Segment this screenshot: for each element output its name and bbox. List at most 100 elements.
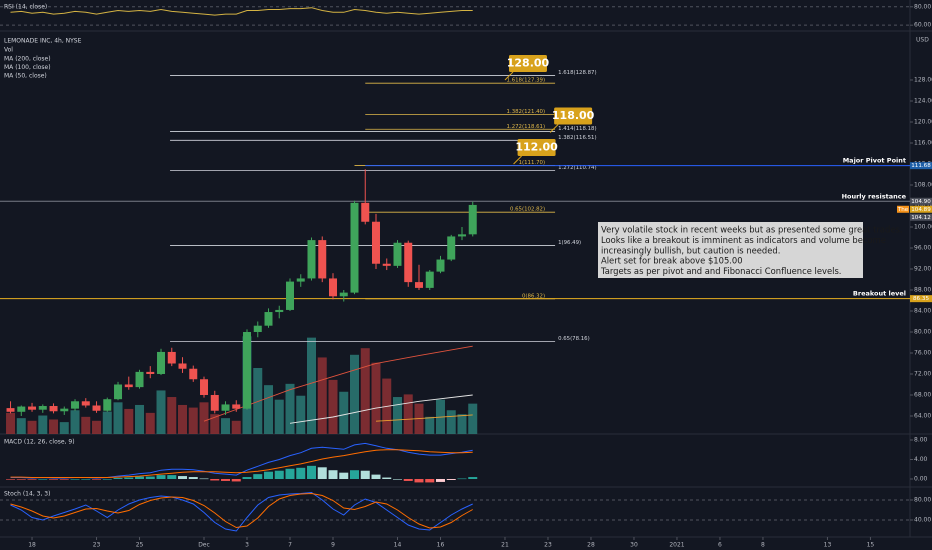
- volume-bar: [124, 408, 134, 434]
- candle-body: [425, 271, 434, 288]
- fib-label: 1(96.49): [558, 240, 581, 246]
- candle-body: [157, 351, 166, 374]
- volume-bar: [178, 404, 188, 434]
- moving-average: [375, 414, 473, 422]
- histogram-bar: [317, 467, 327, 480]
- x-tick-label: 28: [587, 542, 595, 549]
- candle-body: [361, 202, 370, 222]
- y-tick-label: 80.00: [914, 3, 931, 10]
- histogram-bar: [27, 479, 37, 480]
- x-tick-label: 25: [136, 542, 144, 549]
- x-tick-label: 30: [630, 542, 638, 549]
- indicator-line: [10, 449, 473, 478]
- histogram-bar: [167, 475, 177, 480]
- histogram-bar: [102, 479, 112, 480]
- histogram-bar: [392, 479, 402, 480]
- candle-body: [253, 325, 262, 332]
- histogram-bar: [425, 479, 435, 483]
- y-tick-label: 80.00: [914, 497, 931, 504]
- histogram-bar: [231, 479, 241, 482]
- volume-bar: [360, 348, 370, 434]
- candle-body: [49, 406, 58, 412]
- fib-label: 1.272(118.61): [507, 124, 546, 130]
- fib-label: 1.272(110.74): [558, 165, 597, 171]
- candle-body: [146, 371, 155, 374]
- candle-body: [114, 384, 123, 400]
- candle-body: [447, 236, 456, 260]
- fib-label: 1.382(121.40): [507, 109, 546, 115]
- histogram-bar: [349, 470, 359, 480]
- histogram-bar: [339, 472, 349, 480]
- candle-body: [436, 259, 445, 272]
- histogram-bar: [328, 470, 338, 480]
- candle-body: [414, 282, 423, 288]
- volume-bar: [113, 402, 123, 434]
- candle-body: [221, 404, 230, 411]
- price-badge: [910, 205, 932, 213]
- histogram-bar: [178, 476, 188, 480]
- y-tick-label: 116.00: [914, 139, 932, 146]
- candle-body: [124, 384, 133, 388]
- fib-label: 0(86.32): [522, 293, 545, 299]
- volume-bar: [38, 415, 48, 434]
- x-tick-label: 15: [867, 542, 875, 549]
- volume-bar: [49, 419, 59, 434]
- histogram-bar: [371, 474, 381, 480]
- fib-label: 0.65(78.16): [558, 336, 590, 342]
- candle-body: [38, 406, 47, 410]
- key-level-label: Breakout level: [853, 290, 906, 298]
- candle-body: [296, 278, 305, 282]
- histogram-bar: [210, 479, 220, 481]
- price-badge-label: 86.35: [913, 296, 929, 302]
- volume-bar: [371, 362, 381, 434]
- y-tick-label: 8.00: [914, 436, 928, 443]
- histogram-bar: [188, 477, 198, 480]
- callout-pointer: [504, 71, 514, 81]
- legend-entry: MA (50, close): [4, 73, 47, 80]
- candle-body: [393, 242, 402, 266]
- price-badge: [910, 162, 932, 170]
- fib-label: 1.618(128.87): [558, 70, 597, 76]
- histogram-bar: [414, 479, 424, 483]
- x-tick-label: 14: [394, 542, 402, 549]
- price-badge-label: 104.90: [911, 199, 931, 205]
- histogram-bar: [6, 479, 16, 480]
- key-level-label: Hourly resistance: [842, 192, 907, 200]
- histogram-bar: [38, 479, 48, 480]
- histogram-bar: [135, 476, 145, 480]
- candle-body: [6, 408, 15, 412]
- volume-bar: [231, 420, 241, 434]
- price-badge-label: 111.68: [911, 163, 931, 169]
- candle-body: [210, 394, 219, 411]
- histogram-bar: [253, 474, 263, 480]
- candle-body: [135, 371, 144, 388]
- price-badge: [910, 197, 932, 205]
- volume-bar: [145, 412, 155, 434]
- pane-title: Stoch (14, 3, 3): [4, 491, 50, 498]
- volume-bar: [199, 402, 209, 434]
- note-line: Very volatile stock in recent weeks but …: [601, 225, 903, 235]
- histogram-bar: [156, 475, 166, 480]
- histogram-bar: [221, 479, 231, 481]
- note-line: increasingly bullish, but caution is nee…: [601, 245, 780, 255]
- price-badge: [910, 213, 932, 221]
- volume-bar: [457, 414, 467, 434]
- candle-body: [167, 351, 176, 364]
- candle-body: [17, 406, 26, 412]
- price-tag-label: The: [897, 207, 909, 213]
- volume-bar: [392, 397, 402, 434]
- fib-label: 1.414(118.18): [558, 126, 597, 132]
- volume-bar: [221, 418, 231, 434]
- candle-body: [60, 408, 69, 412]
- volume-bar: [274, 399, 284, 434]
- y-tick-label: 72.00: [914, 370, 931, 377]
- fib-label: 1(111.70): [519, 160, 546, 166]
- volume-bar: [210, 414, 220, 434]
- candle-body: [178, 363, 187, 369]
- y-tick-label: 64.00: [914, 412, 931, 419]
- histogram-bar: [49, 479, 59, 480]
- candle-body: [103, 399, 112, 411]
- fib-label: 1.618(127.39): [507, 78, 546, 84]
- candle-body: [382, 263, 391, 266]
